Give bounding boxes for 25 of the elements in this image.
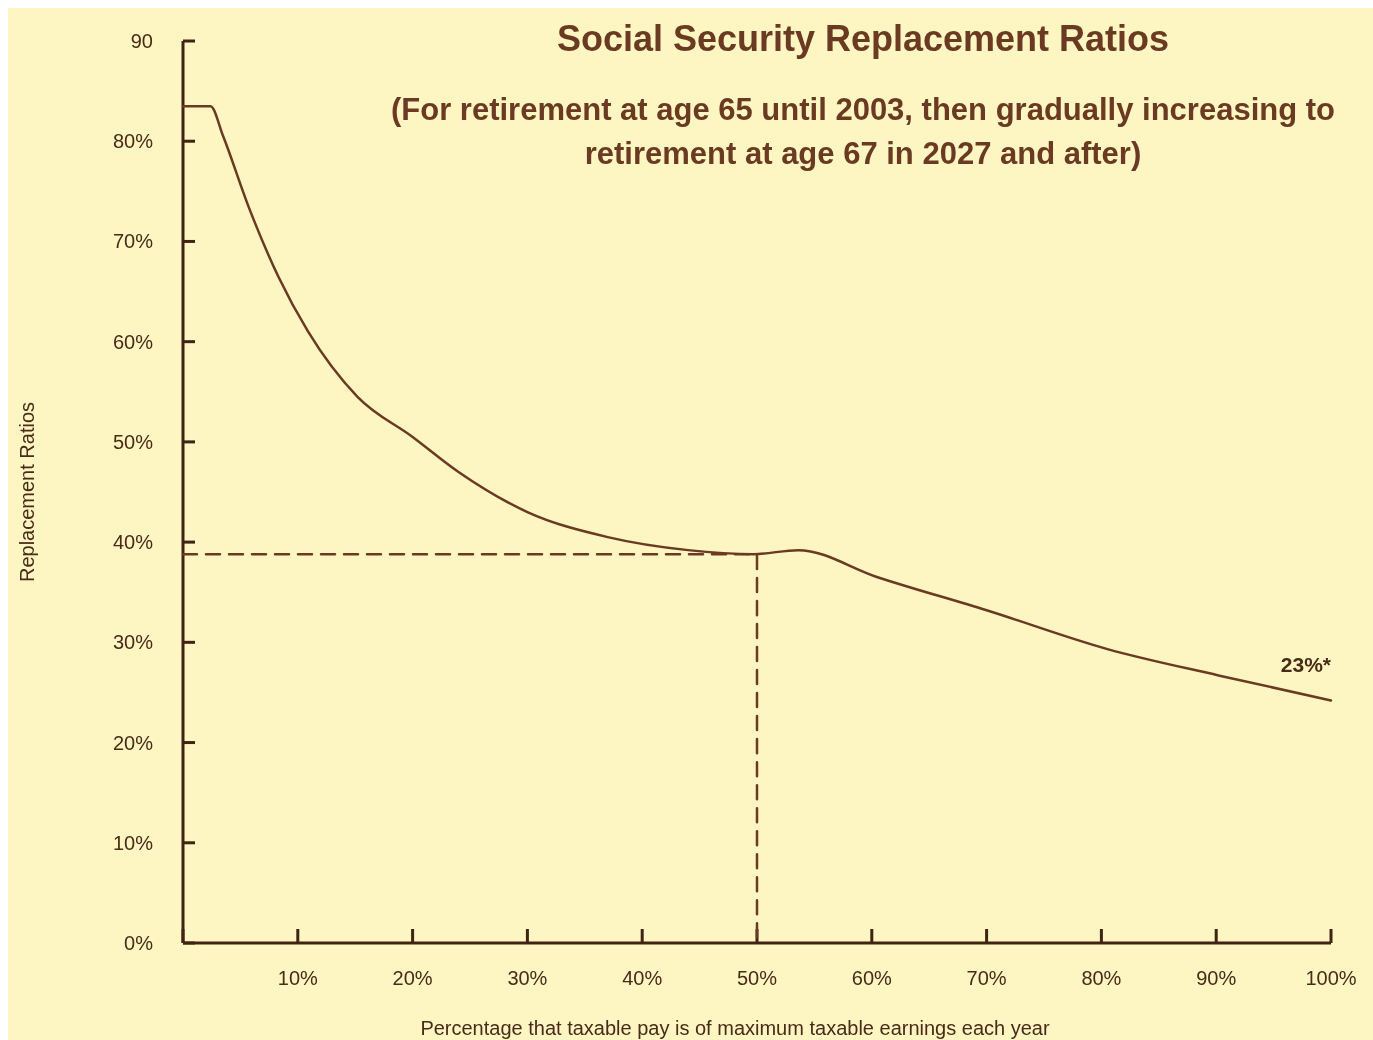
y-tick-label: 10% xyxy=(112,831,154,854)
x-tick-label: 80% xyxy=(1081,967,1122,989)
y-tick-label: 90 xyxy=(130,30,153,52)
y-tick-label: 50% xyxy=(112,430,154,453)
x-tick-label: 100% xyxy=(1305,967,1357,989)
y-tick-label: 60% xyxy=(112,330,154,353)
x-tick-label: 30% xyxy=(507,967,548,989)
text: (For retirement at age 65 until 2003, then gradually increasing to retirement at age 67 in 2027 and after) xyxy=(389,91,1336,173)
y-tick-label: 30% xyxy=(112,631,154,654)
y-axis-title: Replacement Ratios xyxy=(16,401,38,583)
y-tick-label: 70% xyxy=(112,230,154,253)
y-tick-label: 20% xyxy=(112,731,154,754)
x-axis-title: Percentage that taxable pay is of maximum taxable earnings each year xyxy=(420,1017,1050,1039)
y-tick-label: 80% xyxy=(112,130,154,153)
annotation: 23%* xyxy=(1280,653,1332,677)
x-tick-label: 40% xyxy=(622,967,663,989)
chart-title: Social Security Replacement Ratios xyxy=(556,18,1170,59)
y-tick-label: 0% xyxy=(124,932,154,954)
x-tick-label: 50% xyxy=(736,967,778,989)
x-tick-label: 70% xyxy=(966,967,1007,989)
y-tick-label: 40% xyxy=(112,531,154,554)
x-tick-label: 10% xyxy=(277,967,319,989)
x-tick-label: 90% xyxy=(1196,967,1237,989)
x-tick-label: 60% xyxy=(851,967,893,989)
x-tick-label: 20% xyxy=(392,967,433,989)
